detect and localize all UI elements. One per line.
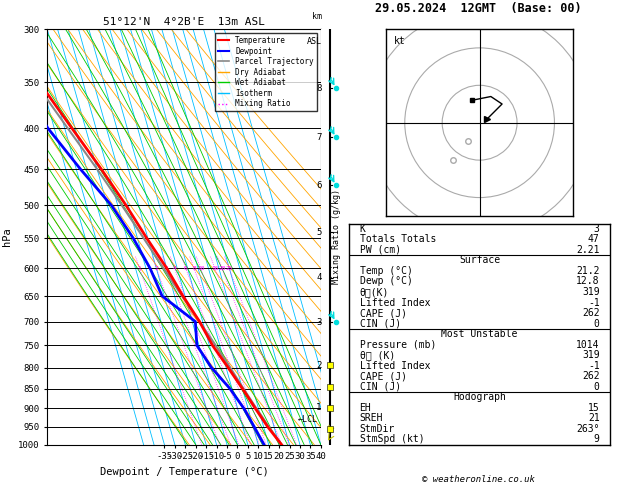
- Text: 319: 319: [582, 350, 599, 360]
- Text: StmDir: StmDir: [360, 424, 395, 434]
- Text: CAPE (J): CAPE (J): [360, 371, 406, 381]
- Text: 4: 4: [316, 273, 322, 282]
- Text: 0: 0: [594, 319, 599, 329]
- Text: PW (cm): PW (cm): [360, 245, 401, 255]
- Text: 20: 20: [218, 266, 226, 271]
- Text: 4: 4: [173, 266, 177, 271]
- Text: CIN (J): CIN (J): [360, 382, 401, 392]
- Text: CAPE (J): CAPE (J): [360, 308, 406, 318]
- Text: 7: 7: [316, 133, 322, 142]
- Text: 25: 25: [225, 266, 233, 271]
- Text: 21.2: 21.2: [576, 266, 599, 276]
- Text: 6: 6: [316, 181, 322, 190]
- Text: 47: 47: [588, 234, 599, 244]
- Text: 3: 3: [165, 266, 169, 271]
- Text: 2: 2: [316, 361, 322, 370]
- Text: Totals Totals: Totals Totals: [360, 234, 436, 244]
- Text: 262: 262: [582, 371, 599, 381]
- Text: 2.21: 2.21: [576, 245, 599, 255]
- Text: 3: 3: [594, 224, 599, 234]
- Text: Lifted Index: Lifted Index: [360, 297, 430, 308]
- Text: Dewp (°C): Dewp (°C): [360, 277, 413, 286]
- Text: CIN (J): CIN (J): [360, 319, 401, 329]
- Text: Most Unstable: Most Unstable: [442, 329, 518, 339]
- Legend: Temperature, Dewpoint, Parcel Trajectory, Dry Adiabat, Wet Adiabat, Isotherm, Mi: Temperature, Dewpoint, Parcel Trajectory…: [214, 33, 317, 111]
- Text: ←LCL: ←LCL: [298, 415, 318, 424]
- Text: EH: EH: [360, 403, 371, 413]
- Text: 2: 2: [155, 266, 159, 271]
- Text: 263°: 263°: [576, 424, 599, 434]
- Text: km: km: [312, 12, 322, 21]
- Text: Hodograph: Hodograph: [453, 392, 506, 402]
- Text: 8: 8: [192, 266, 196, 271]
- Text: kt: kt: [394, 36, 405, 46]
- Text: SREH: SREH: [360, 414, 383, 423]
- Text: Mixing Ratio (g/kg): Mixing Ratio (g/kg): [332, 190, 342, 284]
- Text: 6: 6: [184, 266, 187, 271]
- Text: Temp (°C): Temp (°C): [360, 266, 413, 276]
- Text: 1: 1: [138, 266, 142, 271]
- Text: StmSpd (kt): StmSpd (kt): [360, 434, 424, 444]
- Text: 319: 319: [582, 287, 599, 297]
- Title: 51°12'N  4°2B'E  13m ASL: 51°12'N 4°2B'E 13m ASL: [103, 17, 265, 27]
- Text: -1: -1: [588, 297, 599, 308]
- Text: 9: 9: [594, 434, 599, 444]
- Text: ASL: ASL: [307, 37, 322, 47]
- Text: 21: 21: [588, 414, 599, 423]
- Text: © weatheronline.co.uk: © weatheronline.co.uk: [421, 474, 535, 484]
- Text: 16: 16: [211, 266, 219, 271]
- X-axis label: Dewpoint / Temperature (°C): Dewpoint / Temperature (°C): [99, 467, 269, 477]
- Text: 1: 1: [316, 403, 322, 412]
- Text: Pressure (mb): Pressure (mb): [360, 340, 436, 349]
- Text: θᴇ(K): θᴇ(K): [360, 287, 389, 297]
- Text: θᴇ (K): θᴇ (K): [360, 350, 395, 360]
- Text: 15: 15: [588, 403, 599, 413]
- Text: 262: 262: [582, 308, 599, 318]
- Text: 29.05.2024  12GMT  (Base: 00): 29.05.2024 12GMT (Base: 00): [375, 2, 581, 16]
- Text: 8: 8: [316, 84, 322, 93]
- Text: 0: 0: [594, 382, 599, 392]
- Text: 3: 3: [316, 318, 322, 327]
- Text: -1: -1: [588, 361, 599, 371]
- Text: 5: 5: [316, 227, 322, 237]
- Text: 12.8: 12.8: [576, 277, 599, 286]
- Y-axis label: hPa: hPa: [3, 227, 13, 246]
- Text: K: K: [360, 224, 365, 234]
- Text: Surface: Surface: [459, 256, 500, 265]
- Text: Lifted Index: Lifted Index: [360, 361, 430, 371]
- Text: 10: 10: [197, 266, 204, 271]
- Text: 1014: 1014: [576, 340, 599, 349]
